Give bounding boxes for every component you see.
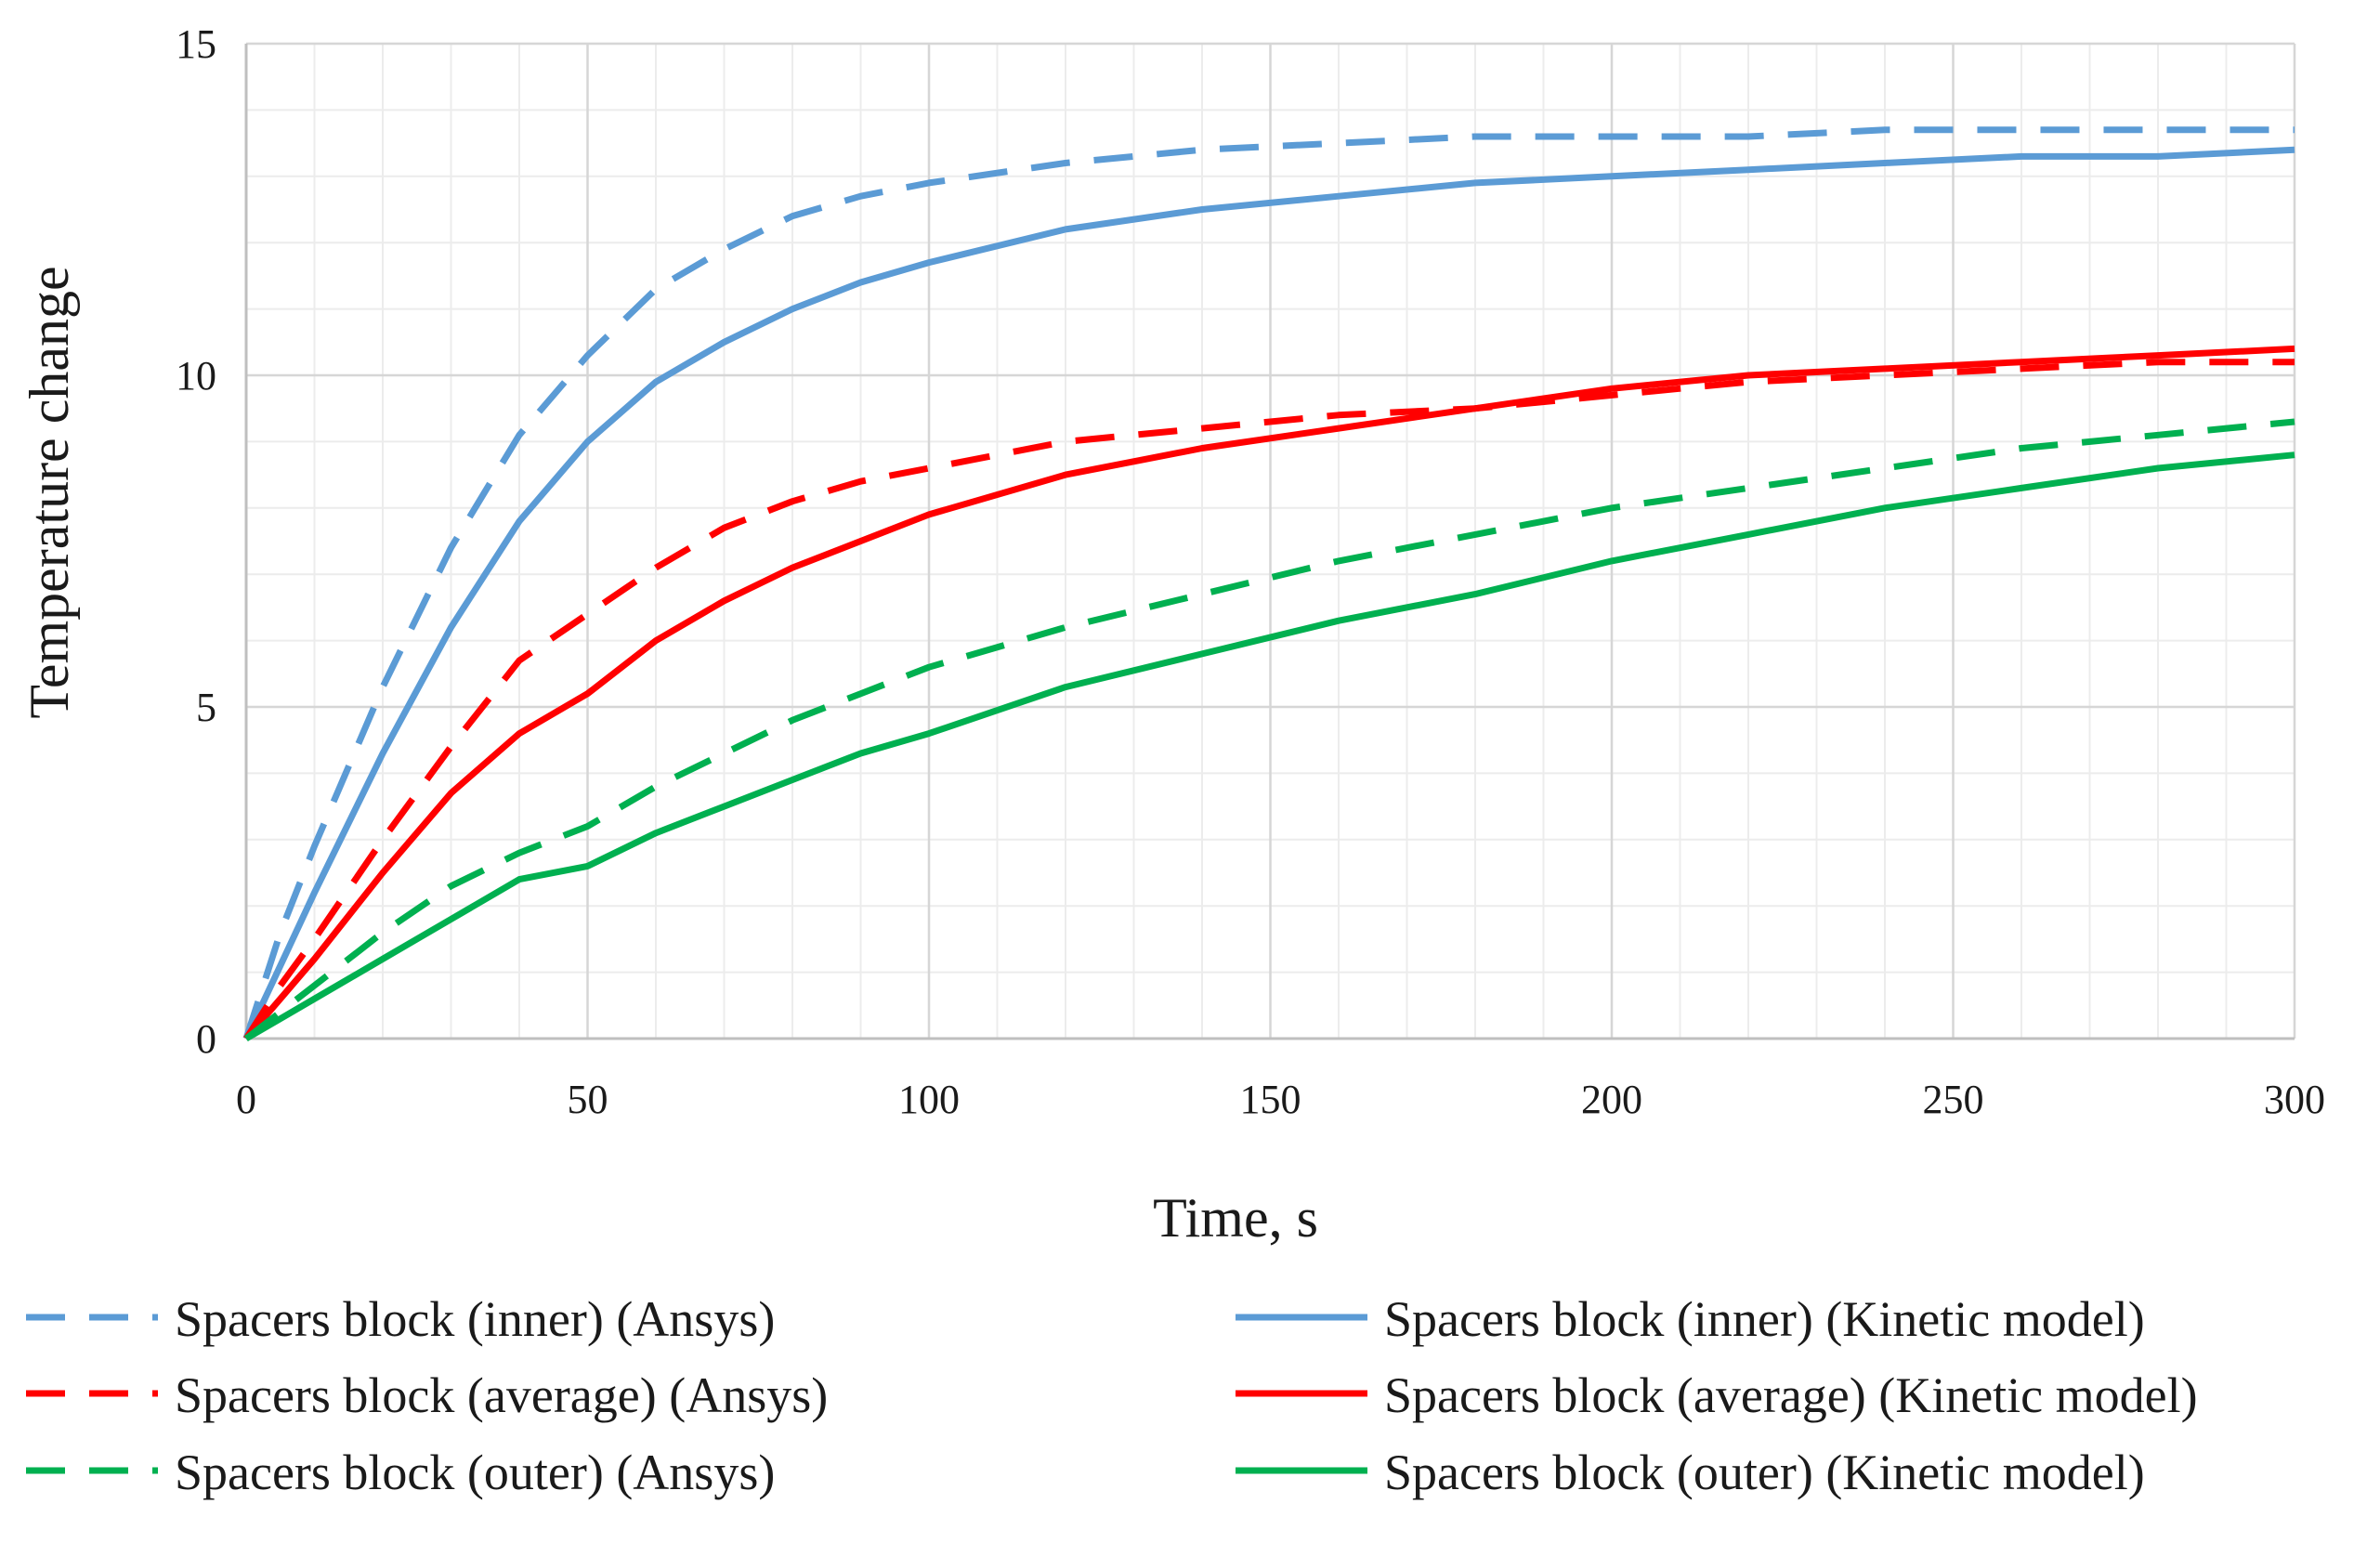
legend-label: Spacers block (outer) (Ansys) [175, 1445, 775, 1500]
y-tick-label: 10 [176, 353, 216, 399]
x-axis-title: Time, s [1153, 1187, 1318, 1249]
legend-label: Spacers block (inner) (Kinetic model) [1384, 1291, 2145, 1347]
x-tick-label: 250 [1923, 1077, 1984, 1122]
x-tick-label: 50 [568, 1077, 608, 1122]
series-line-3 [243, 359, 2295, 1040]
y-tick-label: 0 [196, 1016, 216, 1062]
legend-label: Spacers block (average) (Kinetic model) [1384, 1367, 2198, 1423]
legend-label: Spacers block (outer) (Kinetic model) [1384, 1445, 2145, 1500]
x-tick-label: 150 [1240, 1077, 1301, 1122]
y-axis-title: Temperature change [19, 266, 80, 718]
y-tick-label: 15 [176, 21, 216, 67]
x-tick-label: 300 [2264, 1077, 2325, 1122]
series-line-2 [242, 146, 2295, 1040]
x-tick-label: 100 [898, 1077, 960, 1122]
series-line-4 [243, 345, 2295, 1041]
legend-label: Spacers block (inner) (Ansys) [175, 1291, 775, 1347]
series-line-5 [243, 418, 2295, 1041]
legend-label: Spacers block (average) (Ansys) [175, 1367, 828, 1423]
x-tick-label: 0 [236, 1077, 256, 1122]
series-line-6 [244, 451, 2295, 1042]
series-line-1 [242, 126, 2295, 1040]
legend: Spacers block (inner) (Ansys) Spacers blo… [26, 1291, 2198, 1500]
x-tick-label: 200 [1581, 1077, 1642, 1122]
y-tick-label: 5 [196, 685, 216, 730]
